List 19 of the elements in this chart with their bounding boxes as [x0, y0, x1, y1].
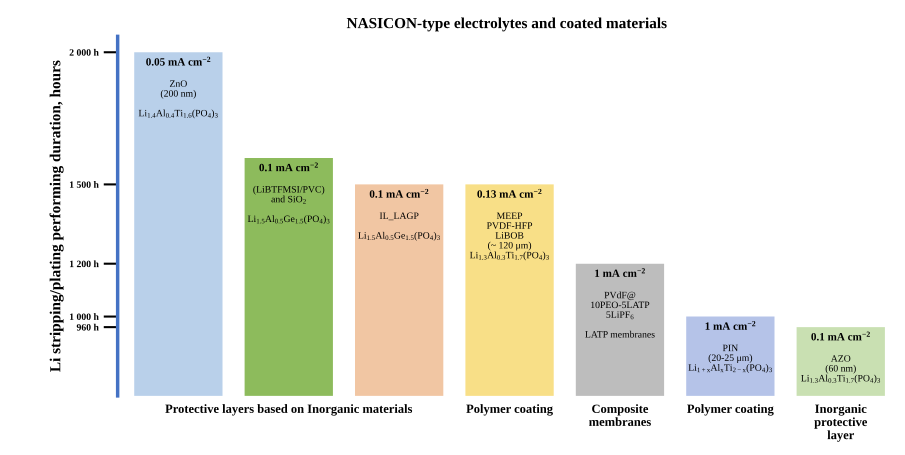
text: 0.1 mA cm$^{−2}$ (LiBTFMSI/PVC) and SiO$_{2}$ Li$_{1.5}$Al$_{0.5}$Ge$_{1.5}$(PO$_{4}$)$_{3}$	[248, 162, 330, 224]
text: 1 mA cm$^{−2}$ PVdF@ 10PEO-5LATP 5LiPF$_{6}$ LATP membranes	[585, 268, 655, 338]
x-tick-label: Polymer coating	[466, 404, 553, 416]
text: 1 mA cm$^{−2}$ PIN (20-25 μm) Li$_{1+x}$Al$_{x}$Ti$_{2−x}$(PO$_{4}$)$_{3}$	[688, 321, 772, 373]
y-axis-title: Li stripping/plating performing duration, hours	[50, 60, 64, 372]
x-tick-label: Polymer coating	[687, 404, 774, 416]
y-tick-label: 1 200 h	[70, 260, 99, 268]
x-tick-label: Composite membranes	[589, 404, 651, 426]
text: 0.13 mA cm$^{−2}$ MEEP PVDF-HFP LiBOB (~ 120 μm) Li$_{1.3}$Al$_{0.3}$Ti$_{1.7}$(PO$_{4}$)$_{3}$	[470, 188, 549, 260]
text: 0.1 mA cm$^{−2}$ IL_LAGP Li$_{1.5}$Al$_{0.5}$Ge$_{1.5}$(PO$_{4}$)$_{3}$	[358, 188, 440, 241]
y-tick-label: 1 000 h	[70, 313, 99, 320]
x-tick-label: Protective layers based on Inorganic materials	[165, 404, 412, 416]
x-tick-label: Inorganic protective layer	[814, 404, 868, 442]
y-tick-label: 1 500 h	[70, 181, 99, 188]
text: 0.1 mA cm$^{−2}$ AZO (60 nm) Li$_{1.3}$Al$_{0.3}$Ti$_{1.7}$(PO$_{4}$)$_{3}$	[801, 332, 880, 384]
y-tick-label: 2 000 h	[70, 48, 99, 56]
chart-title: NASICON-type electrolytes and coated materials	[346, 17, 667, 32]
y-tick-label: 960 h	[76, 324, 99, 331]
text: 0.05 mA cm$^{−2}$ ZnO (200 nm) Li$_{1.4}$Al$_{0.4}$Ti$_{1.6}$(PO$_{4}$)$_{3}$	[138, 56, 218, 118]
